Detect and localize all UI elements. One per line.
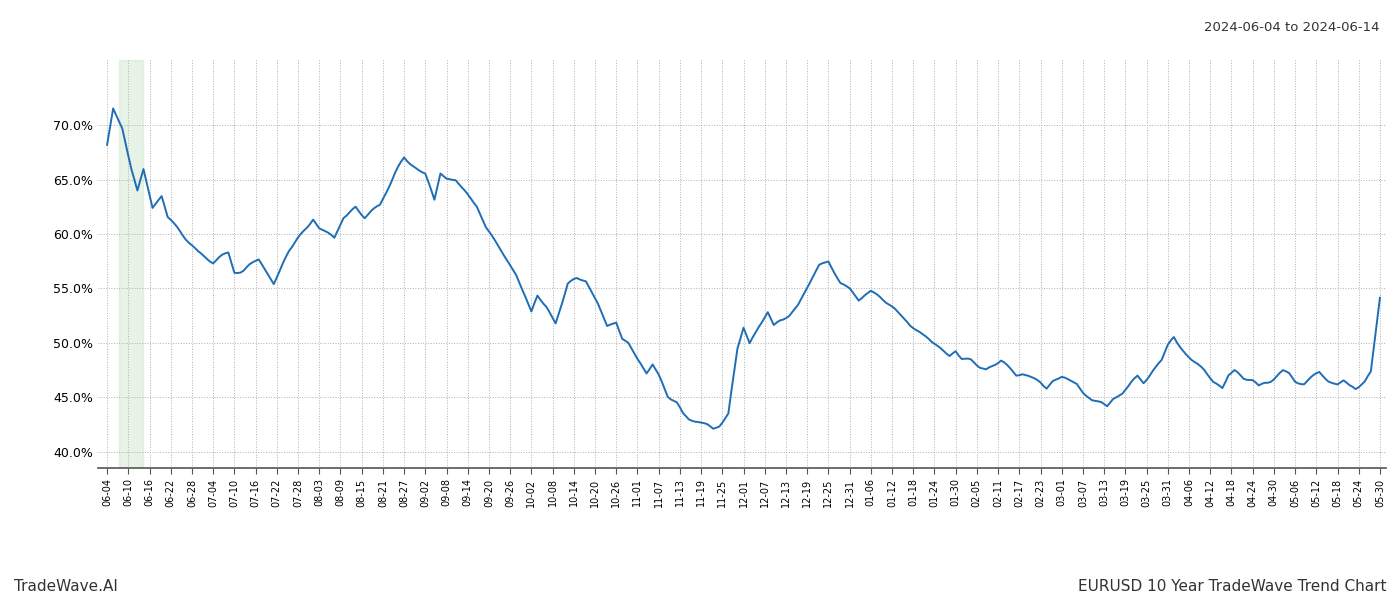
Text: 2024-06-04 to 2024-06-14: 2024-06-04 to 2024-06-14 [1204, 21, 1379, 34]
Text: TradeWave.AI: TradeWave.AI [14, 579, 118, 594]
Bar [119, 60, 143, 468]
Text: EURUSD 10 Year TradeWave Trend Chart: EURUSD 10 Year TradeWave Trend Chart [1078, 579, 1386, 594]
